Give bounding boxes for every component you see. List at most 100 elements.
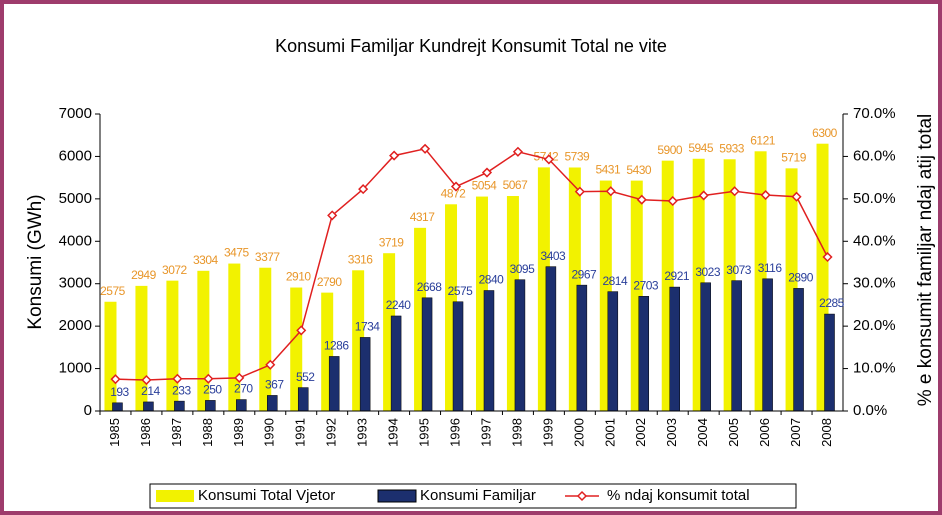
line-marker — [543, 154, 554, 165]
y-tick-label: 6000 — [59, 147, 92, 164]
line-marker — [450, 181, 462, 192]
data-label: 1286 — [324, 339, 350, 353]
bar — [174, 400, 185, 412]
bar — [793, 288, 804, 412]
x-tick-label: 1998 — [509, 418, 524, 447]
y2-tick-label: 60.0% — [853, 147, 896, 164]
data-label: 5054 — [472, 179, 498, 193]
bar — [104, 301, 117, 411]
y2-tick-label: 70.0% — [853, 105, 896, 122]
x-tick-label: 1985 — [107, 418, 122, 447]
bar — [112, 402, 123, 412]
x-tick-label: 2007 — [788, 418, 803, 447]
data-label: 5067 — [503, 178, 529, 192]
x-tick-label: 2004 — [695, 418, 710, 447]
data-label: 2910 — [286, 270, 312, 284]
chart-title: Konsumi Familjar Kundrejt Konsumit Total… — [275, 36, 667, 56]
line-marker — [760, 189, 771, 201]
data-label: 270 — [234, 382, 253, 396]
data-label: 1734 — [355, 320, 381, 334]
y2-tick-label: 20.0% — [853, 317, 896, 334]
data-label: 2967 — [572, 267, 598, 281]
data-label: 3475 — [224, 246, 250, 260]
bar — [267, 395, 278, 412]
y-tick-label: 4000 — [59, 232, 92, 249]
data-label: 367 — [265, 378, 284, 392]
data-label: 2949 — [131, 268, 157, 282]
line-marker — [172, 373, 183, 384]
bar — [359, 337, 371, 412]
y-tick-label: 2000 — [59, 317, 92, 334]
data-label: 3095 — [510, 262, 536, 276]
line-marker — [822, 251, 833, 263]
data-label: 5933 — [719, 141, 745, 155]
line-marker — [110, 374, 121, 385]
data-label: 5945 — [688, 141, 714, 155]
y-tick-label: 7000 — [59, 105, 92, 122]
bar — [762, 278, 773, 412]
legend-label: % ndaj konsumit total — [607, 487, 750, 504]
data-label: 2668 — [417, 280, 443, 294]
bar — [731, 280, 742, 412]
x-tick-label: 1992 — [324, 418, 339, 447]
bar — [421, 297, 433, 412]
bar — [205, 400, 216, 412]
data-label: 2575 — [448, 284, 474, 298]
data-label: 214 — [141, 384, 160, 398]
data-label: 4317 — [410, 210, 436, 224]
y-axis-title: Konsumi (GWh) — [25, 194, 46, 329]
x-tick-label: 2000 — [571, 418, 586, 447]
y2-tick-label: 30.0% — [853, 275, 896, 292]
data-label: 3377 — [255, 250, 281, 264]
bar — [576, 284, 588, 412]
bar — [514, 279, 526, 412]
data-label: 3316 — [348, 252, 374, 266]
data-label: 6300 — [812, 126, 838, 140]
bar — [669, 286, 680, 412]
bar — [607, 291, 619, 412]
line-marker — [420, 143, 431, 154]
data-label: 193 — [110, 385, 129, 399]
legend-swatch — [377, 489, 417, 503]
data-label: 250 — [203, 383, 222, 397]
data-label: 2240 — [386, 298, 412, 312]
line-marker — [296, 325, 307, 336]
data-label: 2840 — [479, 273, 505, 287]
bar — [328, 356, 340, 412]
bar — [143, 401, 154, 412]
bar — [390, 315, 402, 412]
line-marker — [729, 186, 740, 197]
x-tick-label: 1995 — [417, 418, 432, 447]
bar — [236, 399, 247, 412]
bar — [290, 287, 303, 411]
bar — [545, 266, 557, 412]
bar — [228, 263, 241, 411]
data-label: 3719 — [379, 235, 405, 249]
y2-axis-title: % e konsumit familjar ndaj atij total — [915, 114, 936, 407]
data-label: 2575 — [100, 284, 126, 298]
data-label: 5430 — [626, 163, 652, 177]
legend-label: Konsumi Familjar — [420, 487, 536, 504]
data-label: 3304 — [193, 253, 219, 267]
x-tick-label: 1988 — [200, 418, 215, 447]
y-tick-label: 1000 — [59, 360, 92, 377]
legend-swatch — [576, 490, 588, 502]
line-marker — [605, 186, 616, 197]
line-marker — [512, 146, 523, 157]
x-tick-label: 1996 — [447, 418, 462, 447]
legend-swatch — [156, 490, 194, 502]
bar — [638, 296, 650, 412]
y-tick-label: 0 — [84, 402, 92, 419]
data-label: 3403 — [541, 249, 567, 263]
data-label: 3072 — [162, 263, 188, 277]
line-marker — [203, 373, 214, 384]
x-tick-label: 1999 — [540, 418, 555, 447]
x-tick-label: 1989 — [231, 418, 246, 447]
data-label: 3073 — [726, 263, 752, 277]
legend-label: Konsumi Total Vjetor — [198, 487, 335, 504]
y2-tick-label: 50.0% — [853, 190, 896, 207]
x-tick-label: 2008 — [819, 418, 834, 447]
legend-box — [149, 483, 797, 509]
line-marker — [141, 374, 152, 386]
